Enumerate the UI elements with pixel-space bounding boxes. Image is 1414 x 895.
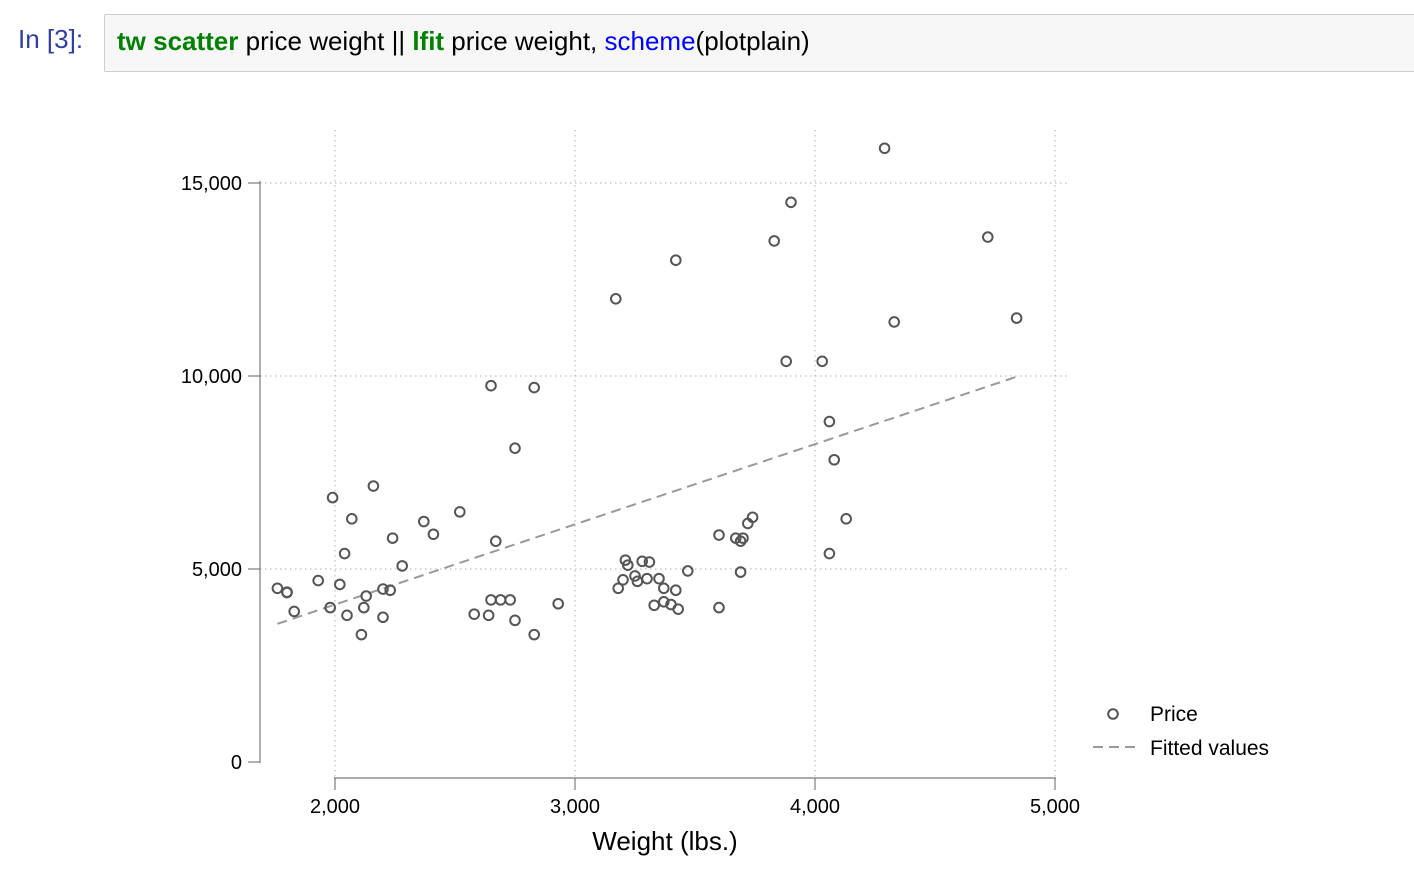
scatter-chart: 0 5,000 10,000 15,000 2,000 3,000 4,000 5,000 W… (181, 130, 1269, 856)
scatter-point (281, 586, 293, 599)
scatter-point (338, 547, 351, 560)
scatter-point (682, 565, 694, 577)
scatter-point (355, 628, 368, 641)
code-cell-input[interactable]: tw scatter price weight || lfit price we… (104, 14, 1414, 72)
points-layer (271, 142, 1023, 641)
x-axis-label: Weight (lbs.) (592, 826, 737, 856)
scatter-point (840, 513, 853, 525)
scatter-point (734, 566, 747, 578)
y-tick-label: 15,000 (181, 173, 242, 195)
scatter-point (612, 582, 625, 595)
scatter-point (982, 231, 994, 243)
y-tick-label: 0 (231, 752, 242, 774)
scatter-point (648, 599, 661, 612)
scatter-point (636, 555, 649, 568)
code-token: scheme (604, 26, 696, 56)
scatter-point (670, 254, 682, 266)
x-tick-label: 5,000 (1030, 796, 1080, 818)
scatter-point (737, 532, 749, 544)
scatter-point (878, 142, 891, 155)
scatter-point (367, 480, 380, 492)
scatter-point (271, 582, 284, 595)
axis-layer: 0 5,000 10,000 15,000 2,000 3,000 4,000 5,000 (181, 173, 1080, 818)
scatter-point (552, 597, 565, 610)
y-tick-label: 10,000 (181, 366, 242, 388)
scatter-point (610, 293, 622, 305)
scatter-point (324, 601, 337, 614)
scatter-point (734, 535, 747, 548)
scatter-point (386, 532, 399, 544)
y-tick-label: 5,000 (192, 559, 242, 581)
scatter-point (288, 605, 301, 618)
code-line: tw scatter price weight || lfit price we… (117, 26, 810, 57)
code-token: price weight, (444, 26, 605, 56)
scatter-point (785, 196, 797, 209)
scatter-point (1010, 312, 1023, 324)
legend-price-label: Price (1150, 703, 1198, 726)
code-token: (plotplain) (695, 26, 810, 56)
code-token: tw scatter (117, 26, 239, 56)
legend: Price Fitted values (1093, 703, 1269, 760)
scatter-point (384, 584, 397, 597)
scatter-point (346, 513, 358, 525)
scatter-point (617, 574, 629, 586)
scatter-point (828, 453, 841, 466)
scatter-point (658, 596, 670, 608)
scatter-point (485, 594, 497, 606)
scatter-point (888, 316, 901, 328)
scatter-point (780, 355, 793, 368)
scatter-point (509, 614, 521, 627)
code-token: lfit (412, 26, 445, 56)
scatter-point (490, 535, 502, 548)
scatter-point (396, 560, 409, 572)
scatter-point (823, 415, 836, 428)
scatter-point (746, 511, 759, 524)
scatter-point (468, 608, 481, 620)
scatter-point (341, 609, 353, 622)
scatter-point (629, 570, 641, 582)
scatter-point (377, 611, 389, 624)
scatter-point (670, 584, 682, 597)
scatter-point (653, 572, 665, 585)
x-tick-label: 3,000 (550, 796, 600, 818)
scatter-point (713, 601, 725, 614)
code-token: price weight || (238, 26, 413, 56)
x-tick-label: 4,000 (790, 796, 840, 818)
scatter-point (643, 556, 656, 568)
scatter-point (658, 582, 670, 595)
scatter-point (418, 515, 430, 528)
scatter-point (326, 491, 339, 504)
scatter-point (823, 547, 836, 560)
cell-prompt: In [3]: (18, 24, 84, 54)
grid-layer (260, 130, 1068, 778)
fitted-line (277, 375, 1017, 625)
scatter-point (672, 603, 685, 615)
legend-price-marker (1107, 708, 1119, 720)
scatter-point (713, 529, 725, 541)
scatter-point (494, 594, 507, 606)
scatter-point (454, 506, 466, 518)
scatter-point (377, 583, 389, 595)
scatter-point (641, 572, 653, 585)
legend-fitted-label: Fitted values (1150, 737, 1269, 760)
scatter-point (427, 528, 440, 541)
scatter-point (334, 578, 346, 591)
scatter-point (816, 355, 829, 368)
x-tick-label: 2,000 (310, 796, 360, 818)
scatter-point (485, 379, 497, 392)
scatter-point (768, 235, 781, 247)
scatter-point (528, 628, 541, 641)
scatter-point (482, 609, 495, 622)
scatter-point (509, 442, 521, 454)
fitted-line-layer (277, 375, 1017, 625)
scatter-point (504, 594, 517, 606)
plot-output: 0 5,000 10,000 15,000 2,000 3,000 4,000 5,000 W… (0, 100, 1414, 895)
scatter-point (360, 590, 373, 602)
scatter-point (312, 574, 325, 587)
scatter-point (622, 559, 634, 571)
scatter-point (528, 381, 541, 394)
scatter-point (358, 601, 370, 614)
